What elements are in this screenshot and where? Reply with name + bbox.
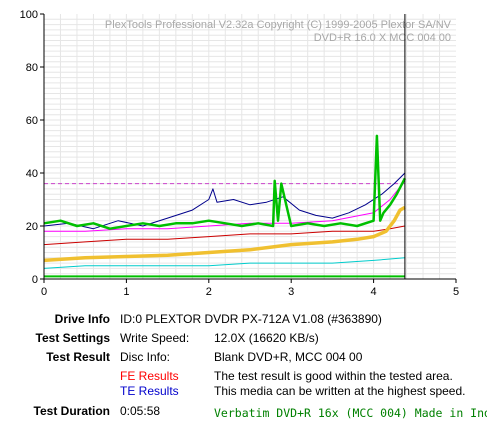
drive-info-label: Drive Info — [54, 312, 110, 326]
test-duration-label: Test Duration — [33, 404, 110, 418]
series-jitter — [43, 205, 406, 263]
y-tick-label: 40 — [26, 168, 38, 180]
x-tick-label: 0 — [41, 286, 47, 298]
write-speed-label: Write Speed: — [120, 331, 190, 345]
test-settings-label: Test Settings — [35, 331, 110, 345]
watermark-line1: PlexTools Professional V2.32a Copyright … — [105, 19, 452, 31]
axes — [40, 13, 457, 283]
x-tick-label: 2 — [206, 286, 212, 298]
grid — [44, 14, 456, 279]
x-tick-labels: 0 1 2 3 4 5 — [41, 286, 459, 298]
te-results-label: TE Results — [120, 384, 179, 398]
x-tick-label: 5 — [453, 286, 459, 298]
series-pi-errors-max — [43, 172, 406, 230]
series-group — [43, 134, 407, 278]
disc-info-value: Blank DVD+R, MCC 004 00 — [214, 350, 363, 364]
test-duration-value: 0:05:58 — [120, 404, 161, 418]
y-tick-label: 0 — [32, 274, 38, 286]
y-tick-label: 100 — [20, 9, 38, 21]
fe-results-value: The test result is good within the teste… — [214, 369, 453, 383]
x-tick-label: 4 — [371, 286, 377, 298]
y-tick-label: 80 — [26, 62, 38, 74]
write-speed-value: 12.0X (16620 KB/s) — [214, 331, 319, 345]
series-po-failures — [43, 257, 405, 269]
fe-results-label: FE Results — [120, 369, 179, 383]
test-result-label: Test Result — [46, 350, 110, 364]
drive-info-value: ID:0 PLEXTOR DVDR PX-712A V1.08 (#363890… — [120, 312, 382, 326]
x-tick-label: 1 — [123, 286, 129, 298]
x-tick-label: 3 — [288, 286, 294, 298]
watermark-line2: DVD+R 16.0 X MCC 004 00 — [314, 32, 451, 44]
series-pi-failures — [43, 134, 407, 230]
media-note: Verbatim DVD+R 16x (MCC 004) Made in Ind… — [214, 406, 487, 420]
y-tick-label: 20 — [26, 221, 38, 233]
y-tick-labels: 0 20 40 60 80 100 — [20, 9, 38, 286]
disc-info-label: Disc Info: — [120, 350, 171, 364]
series-beta — [43, 225, 405, 246]
y-tick-label: 60 — [26, 115, 38, 127]
chart: PlexTools Professional V2.32a Copyright … — [20, 9, 459, 298]
te-results-value: This media can be written at the highest… — [214, 384, 466, 398]
